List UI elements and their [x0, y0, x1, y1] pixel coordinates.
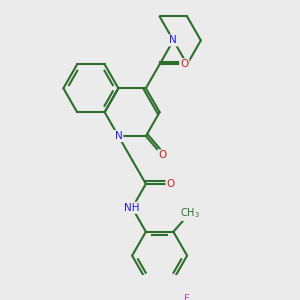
Text: F: F [184, 294, 190, 300]
Text: O: O [167, 179, 175, 189]
Text: O: O [158, 150, 166, 160]
Text: N: N [115, 131, 122, 141]
Text: CH$_3$: CH$_3$ [180, 206, 200, 220]
Text: O: O [180, 59, 188, 69]
Text: N: N [169, 35, 177, 45]
Text: NH: NH [124, 203, 140, 213]
